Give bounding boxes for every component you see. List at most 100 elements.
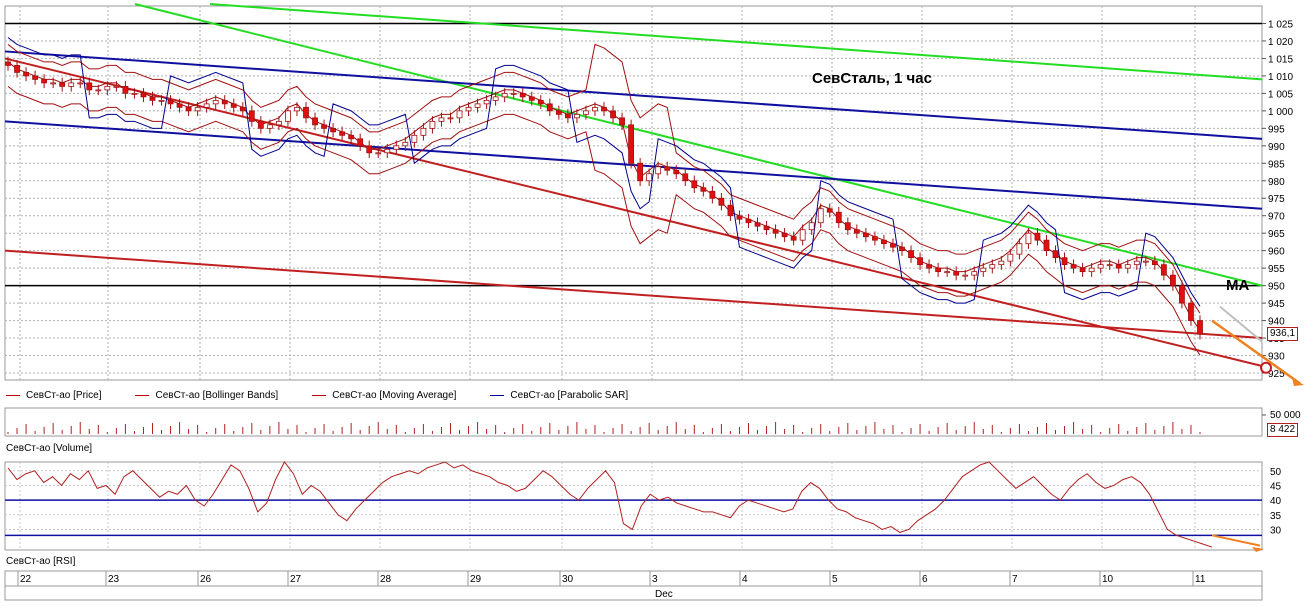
legend-item-bollinger[interactable]: СевСт-ао [Bollinger Bands] [135, 390, 278, 401]
day-tick-label: 26 [200, 574, 212, 585]
candle-body [221, 99, 228, 105]
candle-body [1151, 260, 1158, 266]
candle-body [664, 166, 671, 171]
volume-pane-frame [4, 407, 1263, 437]
green-trendline-upper [209, 3, 1263, 81]
price-pane-frame [4, 5, 1263, 381]
candle-body [375, 152, 382, 155]
price-legend: СевСт-ао [Price] СевСт-ао [Bollinger Ban… [6, 388, 662, 402]
legend-item-sar[interactable]: СевСт-ао [Parabolic SAR] [490, 390, 628, 401]
legend-item-ma[interactable]: СевСт-ао [Moving Average] [312, 390, 456, 401]
candle-body [456, 110, 463, 119]
candle-body [546, 103, 553, 112]
candle-body [745, 218, 752, 224]
candle-body [917, 257, 923, 266]
candle-body [158, 99, 165, 102]
candle-body [881, 239, 887, 245]
candle-body [59, 82, 66, 87]
candle-body [194, 106, 201, 112]
candle-body [980, 267, 987, 273]
candle-body [528, 96, 535, 101]
price-tick-label: 1 020 [1268, 37, 1293, 48]
rsi-pane-frame [4, 461, 1263, 551]
candle-body [167, 99, 174, 105]
candle-body [1170, 274, 1176, 287]
candle-body [998, 260, 1005, 266]
candle-body [330, 127, 336, 133]
candle-body [248, 110, 255, 122]
candle-body [592, 106, 598, 112]
candle-body [799, 229, 806, 241]
candle-body [853, 229, 860, 234]
candle-body [294, 106, 300, 112]
price-tick-label: 1 015 [1268, 54, 1293, 65]
candle-body [781, 232, 788, 238]
rsi-tick-label: 45 [1270, 481, 1282, 492]
price-tick-label: 960 [1268, 247, 1285, 258]
candle-body [348, 134, 355, 140]
rsi-tick-label: 35 [1270, 511, 1282, 522]
candle-body [1061, 257, 1068, 266]
legend-label-bollinger: СевСт-ао [Bollinger Bands] [155, 389, 279, 401]
candle-body [465, 106, 472, 112]
candle-body [718, 197, 725, 206]
candle-body [1160, 264, 1167, 276]
bollinger-upper [7, 43, 1201, 314]
candle-body [1034, 232, 1041, 241]
candle-body [772, 229, 779, 234]
red-trendline-low [4, 249, 1263, 340]
candle-body [1025, 232, 1032, 245]
candle-body [908, 250, 914, 259]
candle-body [1115, 264, 1122, 269]
candle-body [583, 110, 589, 115]
candle-body [131, 92, 138, 95]
candle-body [844, 222, 851, 231]
day-tick-label: 29 [470, 574, 482, 585]
candle-body [438, 117, 445, 122]
candle-body [122, 85, 129, 94]
candle-body [953, 271, 960, 276]
candle-body [537, 99, 544, 105]
candle-body [474, 103, 481, 108]
candle-body [1124, 264, 1131, 269]
candle-body [1052, 250, 1059, 259]
candle-body [239, 106, 246, 112]
candle-body [1088, 267, 1095, 273]
candle-body [808, 222, 815, 231]
price-tick-label: 990 [1268, 142, 1285, 153]
chart-title: СевСталь, 1 час [812, 70, 932, 87]
candle-body [420, 127, 427, 136]
candle-body [402, 141, 409, 147]
candle-body [763, 225, 770, 231]
candle-body [411, 134, 418, 143]
candle-body [113, 85, 120, 88]
candle-body [790, 236, 797, 241]
rsi-pane-label: СевСт-ао [RSI] [6, 556, 76, 567]
candle-body [826, 208, 833, 213]
candle-body [104, 85, 111, 91]
candle-body [944, 271, 951, 274]
day-tick-label: 5 [832, 574, 838, 585]
candle-body [510, 92, 517, 95]
candle-body [14, 65, 20, 73]
price-tick-label: 965 [1268, 229, 1285, 240]
parabolic-sar [7, 37, 1201, 307]
blue-channel-top [4, 50, 1263, 140]
candle-body [366, 145, 373, 154]
candle-body [727, 204, 734, 217]
legend-label-price: СевСт-ао [Price] [26, 389, 102, 401]
legend-swatch [490, 394, 505, 396]
candle-body [1197, 320, 1203, 335]
candle-body [628, 124, 634, 164]
legend-item-price[interactable]: СевСт-ао [Price] [6, 390, 101, 401]
day-tick-label: 30 [562, 574, 574, 585]
volume-axis-label: 50 000 [1270, 410, 1301, 421]
candle-body [32, 75, 38, 80]
price-tick-label: 940 [1268, 317, 1285, 328]
day-tick-label: 10 [1102, 574, 1114, 585]
price-tick-label: 945 [1268, 299, 1285, 310]
candle-body [682, 173, 689, 182]
candle-body [257, 120, 264, 129]
